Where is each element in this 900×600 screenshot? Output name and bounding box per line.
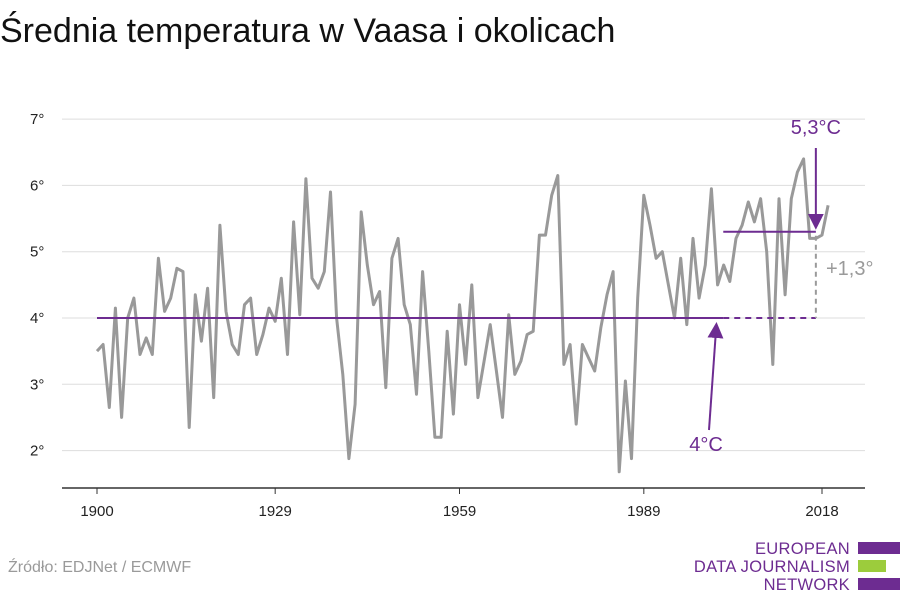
logo-bar-purple-top [858,542,900,554]
x-tick-label-1900: 1900 [80,503,113,520]
logo-line-network: NETWORK [763,576,850,594]
x-axis: 1900 1929 1959 1989 2018 [62,487,865,520]
difference-label: +1,3° [826,258,873,280]
y-tick-label-4: 4° [30,310,44,327]
recent-label: 5,3°C [791,117,841,139]
y-tick-label-2: 2° [30,443,44,460]
logo-line-european: EUROPEAN [754,540,850,558]
baseline-arrow [707,322,724,431]
annotations: 5,3°C 4°C +1,3° [97,117,873,456]
source-credit: Źródło: EDJNet / ECMWF [8,559,192,576]
temperature-series-line-0 [95,157,830,474]
logo-bar-green [858,560,886,572]
baseline-label: 4°C [689,434,723,456]
logo-line-data-journalism: DATA JOURNALISM [693,558,850,576]
logo-bar-purple-bottom [858,578,900,590]
y-axis-ticks: 2° 3° 4° 5° 6° 7° [30,111,44,460]
x-tick-label-1959: 1959 [443,503,476,520]
y-tick-label-7: 7° [30,111,44,128]
y-tick-label-5: 5° [30,244,44,261]
series-lines [95,157,830,474]
x-tick-label-1929: 1929 [258,503,291,520]
y-tick-label-6: 6° [30,177,44,194]
chart-title: Średnia temperatura w Vaasa i okolicach [0,12,616,50]
edjnet-logo: EUROPEAN DATA JOURNALISM NETWORK [694,540,900,596]
x-tick-label-2018: 2018 [805,503,838,520]
y-tick-label-3: 3° [30,376,44,393]
x-tick-label-1989: 1989 [627,503,660,520]
